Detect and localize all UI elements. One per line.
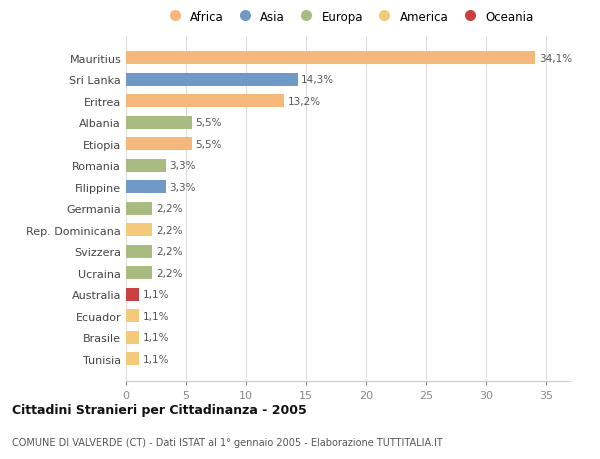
Bar (126, 74, 298, 87)
Bar (126, 95, 284, 108)
Bar (126, 267, 152, 280)
Bar (126, 202, 152, 215)
Text: COMUNE DI VALVERDE (CT) - Dati ISTAT al 1° gennaio 2005 - Elaborazione TUTTITALI: COMUNE DI VALVERDE (CT) - Dati ISTAT al … (12, 437, 443, 447)
Bar (126, 288, 139, 301)
Bar (126, 138, 192, 151)
Text: 34,1%: 34,1% (539, 54, 572, 64)
Text: 3,3%: 3,3% (169, 161, 196, 171)
Text: 2,2%: 2,2% (156, 247, 182, 257)
Text: 2,2%: 2,2% (156, 204, 182, 214)
Text: Cittadini Stranieri per Cittadinanza - 2005: Cittadini Stranieri per Cittadinanza - 2… (12, 403, 307, 416)
Text: 1,1%: 1,1% (143, 290, 169, 300)
Text: 1,1%: 1,1% (143, 332, 169, 342)
Text: 5,5%: 5,5% (196, 118, 222, 128)
Bar (126, 160, 166, 173)
Text: 5,5%: 5,5% (196, 140, 222, 150)
Text: 3,3%: 3,3% (169, 182, 196, 192)
Bar (126, 309, 139, 323)
Bar (126, 353, 139, 365)
Bar (126, 245, 152, 258)
Bar (126, 52, 535, 65)
Bar (126, 331, 139, 344)
Text: 2,2%: 2,2% (156, 268, 182, 278)
Bar (126, 224, 152, 237)
Text: 1,1%: 1,1% (143, 354, 169, 364)
Bar (126, 181, 166, 194)
Bar (126, 117, 192, 129)
Text: 14,3%: 14,3% (301, 75, 334, 85)
Legend: Africa, Asia, Europa, America, Oceania: Africa, Asia, Europa, America, Oceania (160, 8, 536, 26)
Text: 1,1%: 1,1% (143, 311, 169, 321)
Text: 13,2%: 13,2% (288, 97, 321, 106)
Text: 2,2%: 2,2% (156, 225, 182, 235)
